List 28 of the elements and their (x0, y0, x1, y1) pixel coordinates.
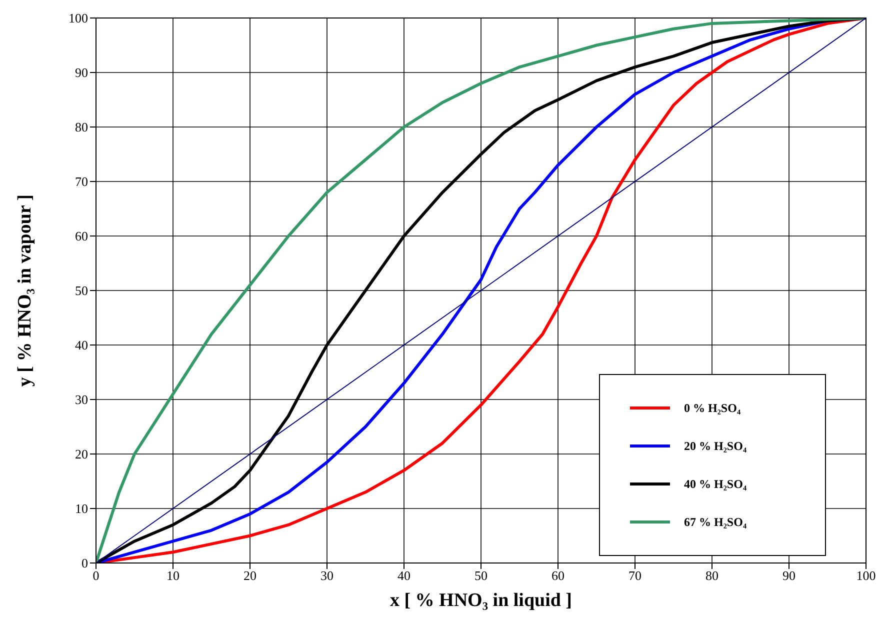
y-tick-label: 90 (75, 65, 88, 80)
x-tick-label: 90 (782, 568, 796, 584)
y-tick-label: 30 (75, 392, 88, 408)
x-tick-label: 60 (552, 568, 564, 584)
legend-label: 0 % H₂SO₄ (684, 400, 741, 416)
x-tick-label: 20 (244, 568, 256, 584)
x-tick-label: 80 (706, 568, 718, 584)
x-tick-label: 70 (628, 568, 642, 584)
x-tick-label: 50 (474, 568, 488, 584)
legend-label: 67 % H₂SO₄ (684, 514, 747, 530)
y-tick-label: 10 (75, 501, 88, 516)
y-tick-label: 50 (75, 283, 88, 298)
x-axis-title: x [ % HNO₃ in liquid ] (390, 590, 572, 611)
x-tick-label: 30 (320, 568, 334, 584)
y-tick-label: 60 (75, 228, 88, 244)
y-tick-label: 20 (75, 446, 88, 462)
y-tick-label: 40 (75, 338, 88, 353)
x-tick-label: 100 (856, 568, 876, 584)
x-tick-label: 0 (92, 568, 100, 584)
x-tick-label: 40 (398, 568, 410, 584)
y-axis-title: y [ % HNO₃ in vapour ] (14, 194, 36, 387)
y-tick-label: 100 (68, 10, 88, 26)
y-tick-label: 0 (82, 556, 88, 571)
x-tick-label: 10 (166, 568, 180, 584)
y-tick-label: 70 (75, 174, 88, 190)
y-tick-label: 80 (75, 120, 88, 135)
legend-label: 20 % H₂SO₄ (684, 438, 747, 454)
legend-label: 40 % H₂SO₄ (684, 476, 747, 492)
